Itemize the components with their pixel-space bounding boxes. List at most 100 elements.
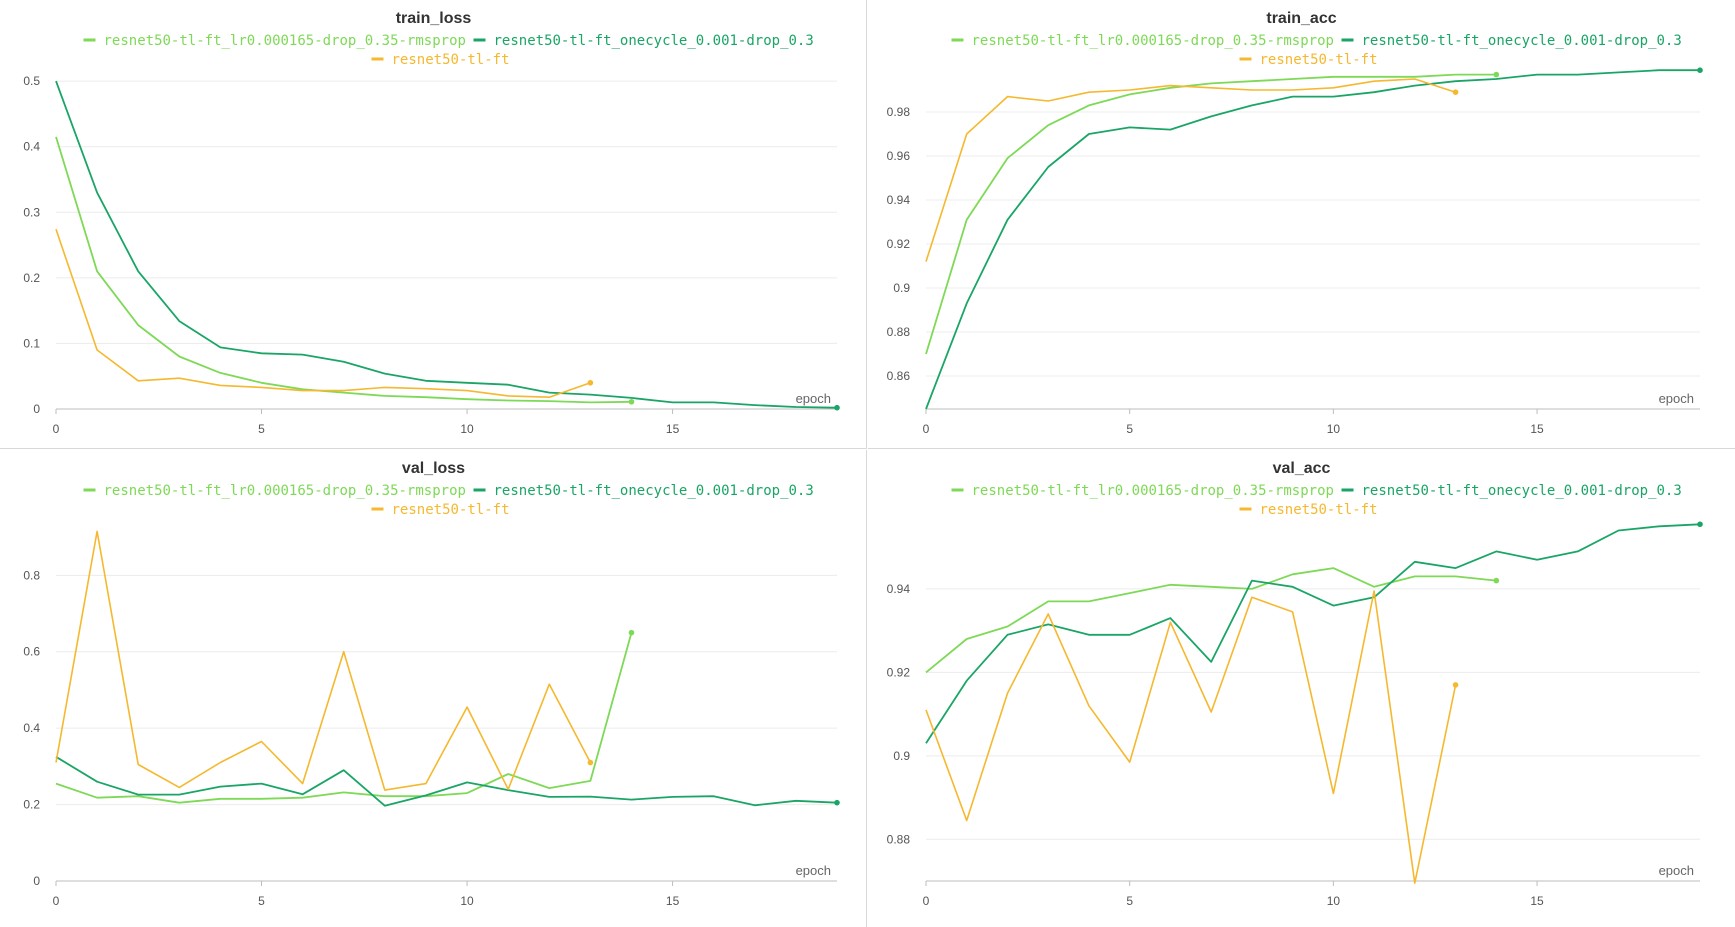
y-tick-label: 0.8 <box>23 568 40 582</box>
x-tick-label: 0 <box>923 422 930 436</box>
chart-panel-train-loss: train_loss resnet50-tl-ft_lr0.000165-drop… <box>0 0 867 449</box>
chart-svg: val_loss resnet50-tl-ft_lr0.000165-drop_0… <box>23 460 840 908</box>
legend-entry[interactable]: resnet50-tl-ft <box>1239 502 1378 518</box>
legend-entry[interactable]: resnet50-tl-ft_onecycle_0.001-drop_0.3 <box>473 33 814 49</box>
legend-entry[interactable]: resnet50-tl-ft <box>371 502 510 518</box>
legend-label: resnet50-tl-ft_lr0.000165-drop_0.35-rmsp… <box>972 483 1334 499</box>
series-end-point <box>1697 67 1703 73</box>
chart-title: train_loss <box>396 10 472 27</box>
series-end-point <box>587 759 594 766</box>
x-tick-label: 10 <box>460 894 474 908</box>
legend-label: resnet50-tl-ft_lr0.000165-drop_0.35-rmsp… <box>104 483 466 499</box>
legend-label: resnet50-tl-ft <box>392 52 510 68</box>
series-line <box>925 523 1701 744</box>
x-tick-label: 0 <box>923 894 930 908</box>
y-tick-label: 0.3 <box>23 205 40 219</box>
y-tick-label: 0.88 <box>887 832 911 846</box>
chart-svg: train_loss resnet50-tl-ft_lr0.000165-drop… <box>23 10 840 436</box>
x-tick-label: 5 <box>1126 894 1133 908</box>
series-end-point <box>834 404 840 411</box>
legend-label: resnet50-tl-ft_lr0.000165-drop_0.35-rmsp… <box>972 33 1334 49</box>
y-tick-label: 0.94 <box>887 582 911 596</box>
y-tick-label: 0.4 <box>23 721 40 735</box>
series-end-point <box>628 398 635 405</box>
x-tick-label: 15 <box>1530 422 1544 436</box>
chart-svg: train_acc resnet50-tl-ft_lr0.000165-drop_… <box>887 10 1703 436</box>
legend-entry[interactable]: resnet50-tl-ft_lr0.000165-drop_0.35-rmsp… <box>951 483 1334 499</box>
x-axis-label: epoch <box>796 391 831 406</box>
legend-label: resnet50-tl-ft <box>1260 502 1378 518</box>
series-line <box>55 229 591 399</box>
legend-label: resnet50-tl-ft_onecycle_0.001-drop_0.3 <box>494 33 814 49</box>
series-line <box>925 69 1700 410</box>
y-tick-label: 0.98 <box>887 105 911 119</box>
y-tick-label: 0.94 <box>887 193 911 207</box>
y-tick-label: 0 <box>33 402 40 416</box>
x-tick-label: 10 <box>460 422 474 436</box>
y-tick-label: 0.86 <box>887 369 911 383</box>
x-tick-label: 5 <box>258 422 265 436</box>
series-line <box>925 567 1497 674</box>
x-tick-label: 15 <box>666 422 680 436</box>
legend-entry[interactable]: resnet50-tl-ft_onecycle_0.001-drop_0.3 <box>473 483 814 499</box>
y-tick-label: 0.92 <box>887 665 911 679</box>
series-line <box>55 632 633 804</box>
series-line <box>55 80 838 409</box>
x-tick-label: 15 <box>666 894 680 908</box>
x-tick-label: 0 <box>53 422 60 436</box>
legend-entry[interactable]: resnet50-tl-ft_onecycle_0.001-drop_0.3 <box>1341 33 1682 49</box>
chart-panel-val-acc: val_acc resnet50-tl-ft_lr0.000165-drop_0.… <box>868 450 1735 927</box>
legend-entry[interactable]: resnet50-tl-ft <box>371 52 510 68</box>
x-tick-label: 5 <box>258 894 265 908</box>
y-tick-label: 0 <box>33 874 40 888</box>
x-tick-label: 10 <box>1327 894 1341 908</box>
legend-label: resnet50-tl-ft_onecycle_0.001-drop_0.3 <box>1362 483 1682 499</box>
y-tick-label: 0.6 <box>23 645 40 659</box>
chart-title: val_acc <box>1273 460 1331 477</box>
legend-entry[interactable]: resnet50-tl-ft_lr0.000165-drop_0.35-rmsp… <box>951 33 1334 49</box>
y-tick-label: 0.88 <box>887 325 911 339</box>
x-axis-label: epoch <box>1659 391 1694 406</box>
y-tick-label: 0.9 <box>893 281 910 295</box>
y-tick-label: 0.4 <box>23 140 40 154</box>
y-tick-label: 0.92 <box>887 237 911 251</box>
series-end-point <box>834 799 840 806</box>
y-tick-label: 0.1 <box>23 336 40 350</box>
legend-label: resnet50-tl-ft <box>392 502 510 518</box>
series-line <box>55 530 592 791</box>
y-tick-label: 0.2 <box>23 271 40 285</box>
series-end-point <box>587 379 594 386</box>
series-end-point <box>1493 577 1500 584</box>
legend-entry[interactable]: resnet50-tl-ft <box>1239 52 1378 68</box>
x-axis-label: epoch <box>1659 863 1694 878</box>
chart-title: train_acc <box>1266 10 1336 27</box>
x-tick-label: 10 <box>1327 422 1341 436</box>
legend-entry[interactable]: resnet50-tl-ft_onecycle_0.001-drop_0.3 <box>1341 483 1682 499</box>
legend-label: resnet50-tl-ft_onecycle_0.001-drop_0.3 <box>494 483 814 499</box>
chart-title: val_loss <box>402 460 465 477</box>
y-tick-label: 0.2 <box>23 798 40 812</box>
x-tick-label: 0 <box>53 894 60 908</box>
y-tick-label: 0.96 <box>887 149 911 163</box>
series-end-point <box>1493 71 1500 78</box>
legend-label: resnet50-tl-ft_lr0.000165-drop_0.35-rmsp… <box>104 33 466 49</box>
series-end-point <box>1697 521 1703 528</box>
legend-label: resnet50-tl-ft_onecycle_0.001-drop_0.3 <box>1362 33 1682 49</box>
x-axis-label: epoch <box>796 863 831 878</box>
legend-entry[interactable]: resnet50-tl-ft_lr0.000165-drop_0.35-rmsp… <box>83 33 466 49</box>
chart-panel-val-loss: val_loss resnet50-tl-ft_lr0.000165-drop_0… <box>0 450 867 927</box>
series-line <box>925 73 1497 355</box>
series-end-point <box>628 629 635 636</box>
y-tick-label: 0.9 <box>893 749 910 763</box>
series-end-point <box>1452 682 1459 688</box>
series-line <box>925 78 1456 262</box>
series-end-point <box>1452 89 1459 95</box>
chart-svg: val_acc resnet50-tl-ft_lr0.000165-drop_0.… <box>887 460 1703 908</box>
x-tick-label: 5 <box>1126 422 1133 436</box>
y-tick-label: 0.5 <box>23 74 40 88</box>
legend-label: resnet50-tl-ft <box>1260 52 1378 68</box>
series-line <box>925 590 1457 884</box>
x-tick-label: 15 <box>1530 894 1544 908</box>
chart-panel-train-acc: train_acc resnet50-tl-ft_lr0.000165-drop_… <box>868 0 1735 449</box>
legend-entry[interactable]: resnet50-tl-ft_lr0.000165-drop_0.35-rmsp… <box>83 483 466 499</box>
